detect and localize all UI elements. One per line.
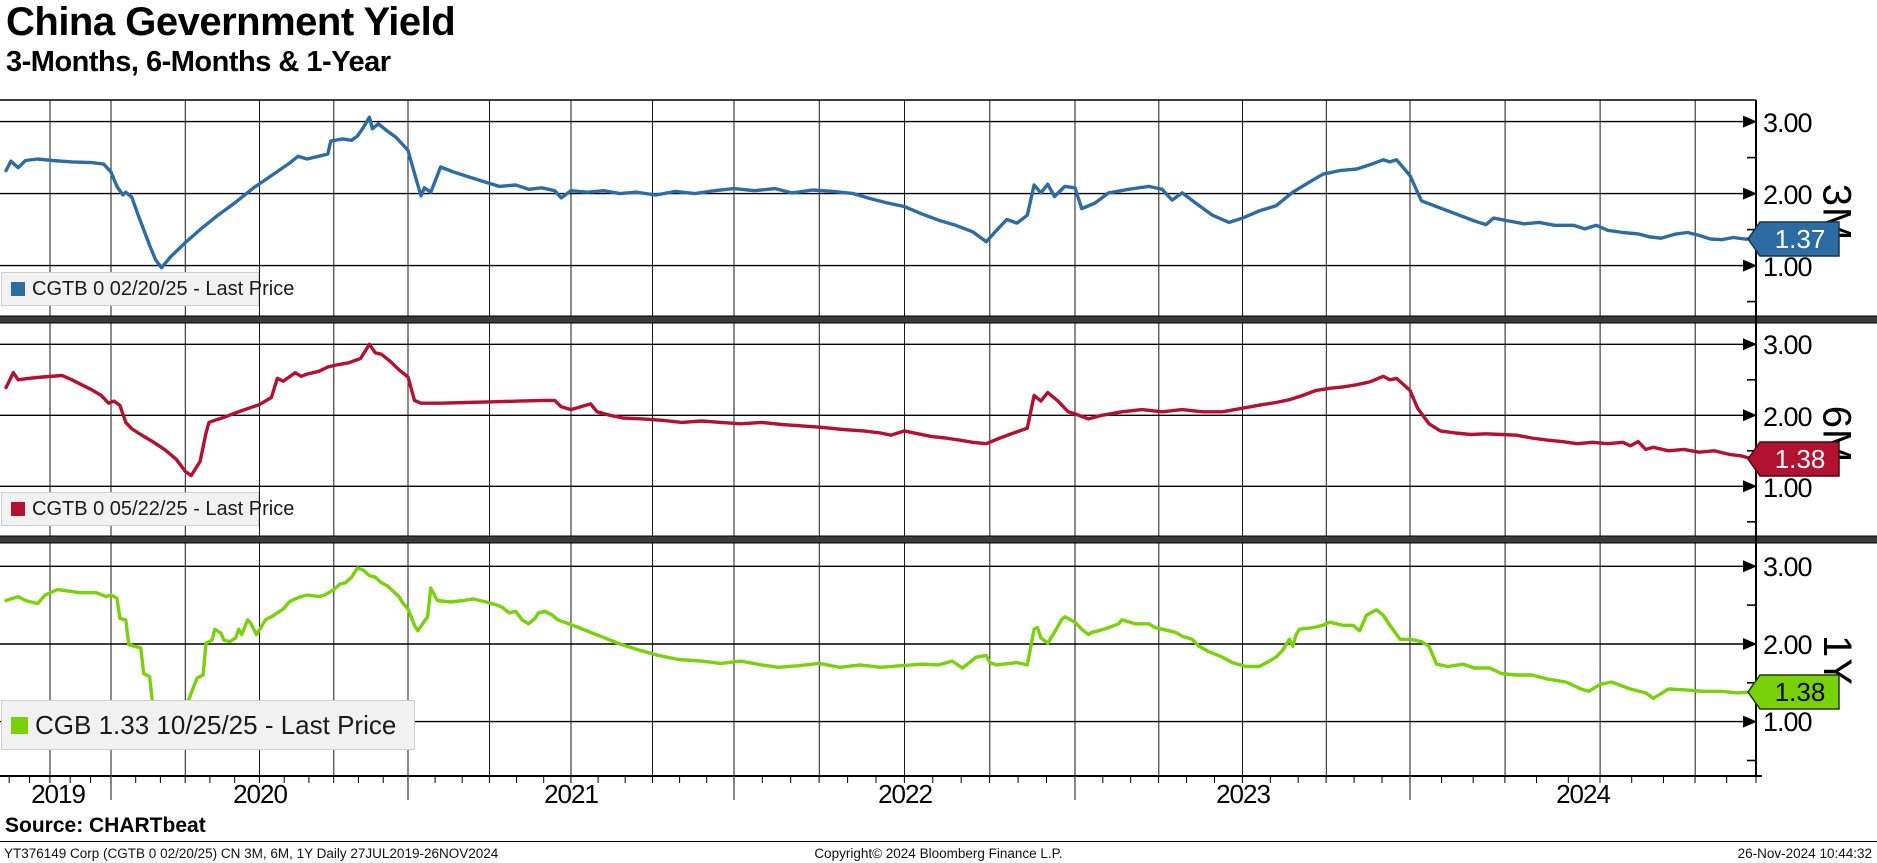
chart-subtitle: 3-Months, 6-Months & 1-Year	[6, 46, 391, 78]
ytick-1y-2: 2.00	[1763, 630, 1813, 660]
ytick-3m-2: 2.00	[1763, 180, 1813, 210]
legend-label-1y: CGB 1.33 10/25/25 - Last Price	[35, 709, 397, 740]
badge-shape-6m	[1747, 441, 1840, 477]
legend-label-3m: CGTB 0 02/20/25 - Last Price	[32, 277, 295, 300]
axis-arrow-icon	[1743, 560, 1757, 573]
footer-copyright: Copyright© 2024 Bloomberg Finance L.P.	[814, 846, 1063, 861]
source-label: Source: CHARTbeat	[5, 814, 206, 837]
axis-arrow-icon	[1743, 338, 1757, 351]
last-price-badge-1y[interactable]: 1.38	[1747, 674, 1841, 710]
chart-title: China Gevernment Yield	[6, 0, 456, 44]
ytick-1y-3: 3.00	[1763, 552, 1813, 582]
axis-arrow-icon	[1743, 259, 1757, 272]
last-price-badge-3m[interactable]: 1.37	[1747, 221, 1841, 257]
badge-value-6m: 1.38	[1775, 444, 1826, 474]
legend-swatch-6m-icon	[11, 502, 25, 516]
footer-timestamp: 26-Nov-2024 10:44:32	[1737, 846, 1872, 861]
data-line-1y	[4, 566, 1754, 714]
xtick-2023: 2023	[1216, 779, 1271, 809]
legend-3m[interactable]: CGTB 0 02/20/25 - Last Price	[1, 272, 294, 306]
last-price-badge-6m[interactable]: 1.38	[1747, 441, 1841, 477]
axis-arrow-icon	[1743, 480, 1757, 493]
legend-swatch-1y-icon	[11, 716, 28, 734]
axis-arrow-icon	[1743, 187, 1757, 200]
ytick-3m-1: 1.00	[1763, 252, 1813, 282]
axis-arrow-icon	[1743, 409, 1757, 422]
xtick-2021: 2021	[544, 779, 599, 809]
ytick-6m-1: 1.00	[1763, 473, 1813, 503]
ytick-6m-3: 3.00	[1763, 330, 1813, 360]
badge-shape-3m	[1747, 221, 1840, 257]
ytick-1y-1: 1.00	[1763, 707, 1813, 737]
legend-label-6m: CGTB 0 05/22/25 - Last Price	[32, 497, 295, 520]
badge-shape-1y	[1747, 674, 1840, 710]
xtick-2019: 2019	[31, 779, 86, 809]
panel-separator	[0, 536, 1877, 543]
axis-arrow-icon	[1743, 115, 1757, 128]
xtick-2020: 2020	[233, 779, 288, 809]
footer-divider	[0, 841, 1877, 842]
data-line-6m	[4, 342, 1754, 478]
legend-6m[interactable]: CGTB 0 05/22/25 - Last Price	[1, 492, 294, 526]
panel-separator	[0, 316, 1877, 323]
footer-security-info: YT376149 Corp (CGTB 0 02/20/25) CN 3M, 6…	[4, 846, 499, 861]
xtick-2022: 2022	[878, 779, 933, 809]
badge-value-3m: 1.37	[1775, 224, 1826, 254]
data-line-3m	[4, 115, 1754, 270]
ytick-6m-2: 2.00	[1763, 402, 1813, 432]
badge-value-1y: 1.38	[1775, 677, 1826, 707]
axis-arrow-icon	[1743, 637, 1757, 650]
xtick-2024: 2024	[1556, 779, 1611, 809]
legend-1y[interactable]: CGB 1.33 10/25/25 - Last Price	[1, 700, 415, 750]
ytick-3m-3: 3.00	[1763, 108, 1813, 138]
axis-arrow-icon	[1743, 715, 1757, 728]
legend-swatch-3m-icon	[11, 282, 25, 296]
